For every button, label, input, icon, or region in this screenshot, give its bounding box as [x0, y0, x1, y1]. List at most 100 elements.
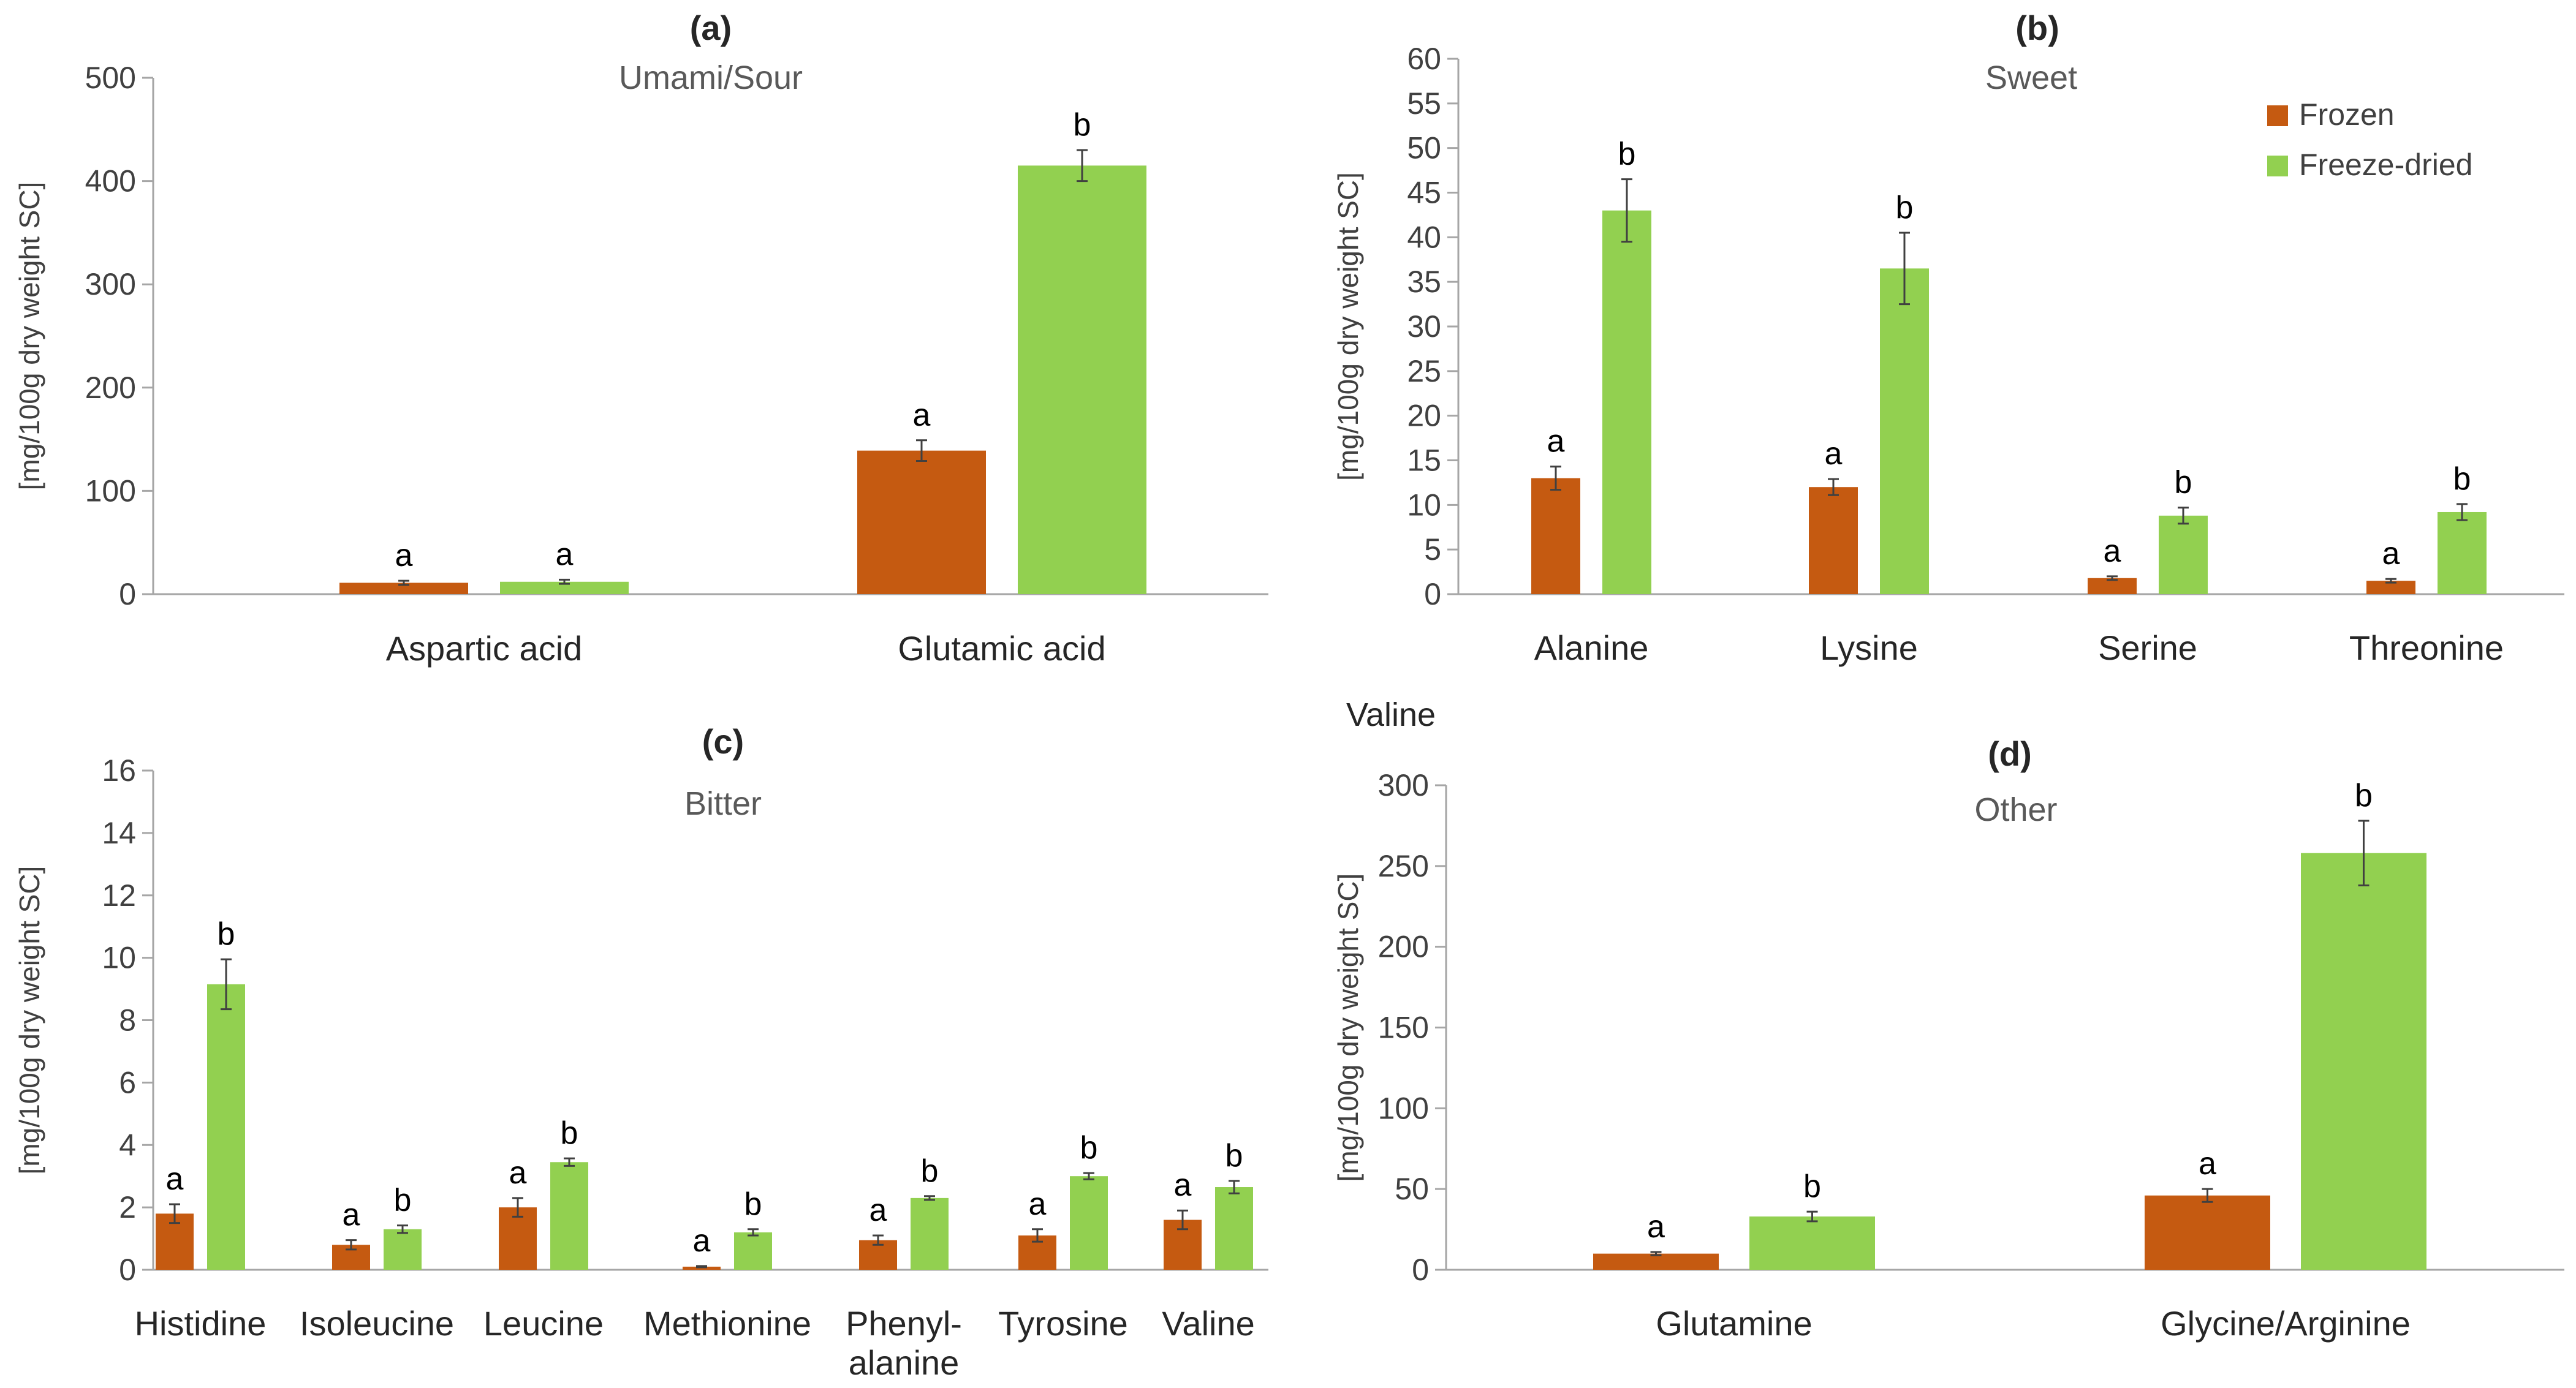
- legend-label-frozen: Frozen: [2299, 97, 2395, 132]
- error-bar: [1077, 149, 1088, 183]
- significance-letter: b: [1074, 107, 1091, 143]
- error-bar: [2178, 507, 2189, 525]
- significance-letter: a: [1174, 1167, 1192, 1203]
- y-tick-label: 250: [1378, 849, 1429, 883]
- significance-letter: b: [561, 1115, 578, 1151]
- y-tick-label: 55: [1407, 86, 1441, 121]
- x-category-label: Histidine: [135, 1304, 267, 1343]
- y-tick-label: 5: [1424, 532, 1441, 567]
- significance-letter: a: [166, 1161, 184, 1197]
- y-tick-label: 50: [1407, 131, 1441, 165]
- y-tick-label: 60: [1407, 42, 1441, 76]
- y-tick-label: 15: [1407, 443, 1441, 478]
- bar-freeze-dried: [1018, 165, 1146, 594]
- panel-subtitle: Umami/Sour: [619, 59, 803, 96]
- panel-d: (d) Other [mg/100g dry weight SC] 0 50 100 150…: [1332, 734, 2564, 1343]
- significance-letter: a: [2104, 534, 2121, 569]
- error-bar: [1032, 1228, 1043, 1243]
- significance-letter: b: [1618, 137, 1636, 172]
- y-tick-label: 12: [102, 878, 136, 913]
- y-tick-label: 0: [119, 577, 136, 611]
- y-tick-label: 40: [1407, 220, 1441, 254]
- y-tick-label: 10: [102, 941, 136, 975]
- y-tick-label: 0: [119, 1253, 136, 1287]
- x-category-label: Phenyl-alanine: [846, 1304, 962, 1382]
- y-tick-label: 20: [1407, 399, 1441, 433]
- y-tick-label: 10: [1407, 488, 1441, 522]
- bar-freeze-dried: [1215, 1187, 1253, 1270]
- panel-b: (b) Sweet [mg/100g dry weight SC] 0 5 10 15 20 2…: [1332, 9, 2564, 667]
- error-bar: [2457, 503, 2468, 521]
- significance-letter: b: [2453, 461, 2471, 497]
- significance-letter: b: [744, 1186, 762, 1222]
- x-category-label: Methionine: [643, 1304, 811, 1343]
- significance-letter: b: [1080, 1130, 1098, 1166]
- significance-letter: b: [394, 1183, 412, 1218]
- significance-letter: b: [1225, 1138, 1243, 1174]
- error-bar: [397, 1224, 408, 1234]
- panel-letter: (a): [690, 9, 732, 47]
- error-bar: [2358, 820, 2370, 886]
- y-tick-label: 30: [1407, 309, 1441, 344]
- error-bar: [1621, 178, 1632, 243]
- significance-letter: b: [1803, 1169, 1821, 1204]
- error-bar: [1650, 1251, 1662, 1256]
- panel-letter: (d): [1988, 734, 2032, 773]
- significance-letter: a: [913, 398, 931, 433]
- x-category-label: Valine: [1162, 1304, 1255, 1343]
- significance-letter: a: [693, 1223, 711, 1259]
- y-axis-label: [mg/100g dry weight SC]: [13, 182, 45, 491]
- x-category-label: Glycine/Arginine: [2161, 1304, 2411, 1343]
- bar-frozen: [1531, 478, 1580, 594]
- y-tick-label: 25: [1407, 354, 1441, 388]
- significance-letter: a: [869, 1193, 887, 1228]
- panel-letter: (c): [702, 722, 744, 761]
- significance-letter: a: [2382, 536, 2400, 571]
- bar-freeze-dried: [734, 1232, 772, 1270]
- bar-freeze-dried: [1070, 1176, 1108, 1270]
- significance-letter: b: [218, 916, 235, 952]
- x-category-label: Serine: [2098, 628, 2197, 667]
- panel-subtitle: Sweet: [1985, 59, 2077, 96]
- error-bar: [559, 578, 570, 585]
- y-tick-label: 300: [85, 267, 136, 301]
- legend-label-freeze-dried: Freeze-dried: [2299, 148, 2472, 182]
- error-bar: [916, 439, 927, 462]
- y-axis-label: [mg/100g dry weight SC]: [13, 866, 45, 1175]
- panel-subtitle: Other: [1974, 791, 2057, 828]
- error-bar: [346, 1239, 357, 1251]
- error-bar: [924, 1195, 935, 1201]
- x-category-label: Glutamic acid: [898, 629, 1105, 668]
- significance-letter: a: [1029, 1186, 1047, 1222]
- legend-swatch-freeze-dried: [2267, 156, 2288, 176]
- significance-letter: a: [556, 537, 574, 572]
- panel-c: (c) Bitter [mg/100g dry weight SC] 0 2 4 6 8 10 1…: [13, 722, 1268, 1382]
- y-tick-label: 500: [85, 61, 136, 95]
- y-axis-label: [mg/100g dry weight SC]: [1332, 172, 1364, 481]
- bar-freeze-dried: [207, 984, 245, 1270]
- bar-frozen: [339, 583, 468, 594]
- significance-letter: b: [921, 1153, 939, 1189]
- error-bar: [2107, 575, 2118, 581]
- bar-frozen: [2145, 1195, 2270, 1270]
- bar-freeze-dried: [550, 1162, 588, 1270]
- bar-frozen: [1809, 487, 1858, 594]
- significance-letter: a: [343, 1198, 360, 1233]
- y-tick-label: 150: [1378, 1011, 1429, 1045]
- significance-letter: a: [509, 1155, 527, 1191]
- x-category-label: Threonine: [2349, 628, 2504, 667]
- bar-frozen: [499, 1207, 537, 1270]
- significance-letter: a: [1547, 424, 1565, 459]
- error-bar: [873, 1234, 884, 1246]
- y-tick-label: 0: [1424, 577, 1441, 611]
- significance-letter: a: [1647, 1209, 1665, 1245]
- significance-letter: b: [2175, 465, 2192, 500]
- legend: Frozen Freeze-dried: [2267, 97, 2472, 182]
- y-tick-label: 400: [85, 164, 136, 198]
- error-bar: [398, 579, 409, 586]
- error-bar: [1229, 1180, 1240, 1194]
- significance-letter: a: [1825, 436, 1843, 472]
- stray-valine-label: Valine: [1346, 696, 1436, 733]
- bar-freeze-dried: [1749, 1216, 1875, 1270]
